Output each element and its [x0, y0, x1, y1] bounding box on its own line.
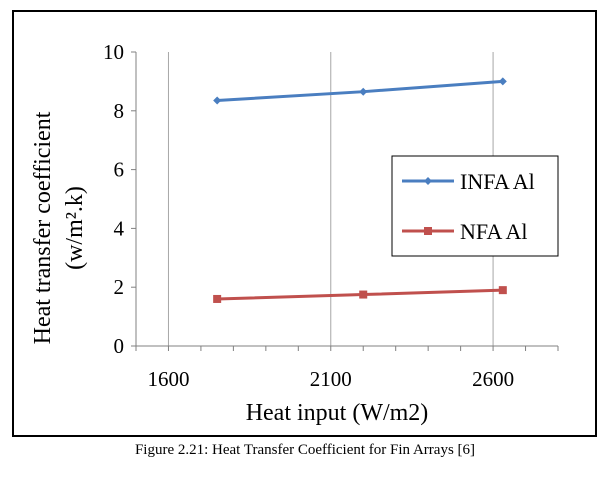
data-series [213, 77, 507, 303]
data-point-marker [498, 77, 507, 86]
data-point-marker [213, 294, 222, 303]
tick-labels: 0 2 4 6 8 10 1600 2100 2600 [103, 40, 514, 391]
legend-label: INFA Al [460, 169, 535, 194]
figure-caption: Figure 2.21: Heat Transfer Coefficient f… [134, 442, 476, 458]
x-tick-label: 2100 [310, 367, 352, 391]
legend-marker [424, 227, 432, 235]
x-tick-label: 1600 [147, 367, 189, 391]
axes [131, 51, 559, 351]
y-tick-label: 2 [114, 275, 125, 299]
y-tick-label: 6 [114, 158, 125, 182]
data-point-marker [213, 96, 222, 105]
axis-labels: Heat input (W/m2) Heat transfer coefficie… [30, 111, 428, 426]
y-tick-label: 10 [103, 40, 124, 64]
x-tick-label: 2600 [472, 367, 514, 391]
y-axis-label-line-2: (w/m².k) [62, 186, 88, 270]
data-point-marker [498, 286, 507, 295]
y-axis-label-line-1: Heat transfer coefficient [30, 111, 56, 344]
legend-box [391, 155, 559, 257]
x-axis-label: Heat input (W/m2) [246, 400, 429, 426]
legend-label: NFA Al [460, 219, 527, 244]
legend: INFA Al NFA Al [391, 155, 559, 257]
data-point-marker [359, 87, 368, 96]
data-point-marker [359, 290, 368, 299]
y-tick-label: 4 [114, 216, 125, 240]
y-tick-label: 0 [114, 334, 125, 358]
legend-marker [424, 177, 432, 185]
y-tick-label: 8 [114, 99, 125, 123]
